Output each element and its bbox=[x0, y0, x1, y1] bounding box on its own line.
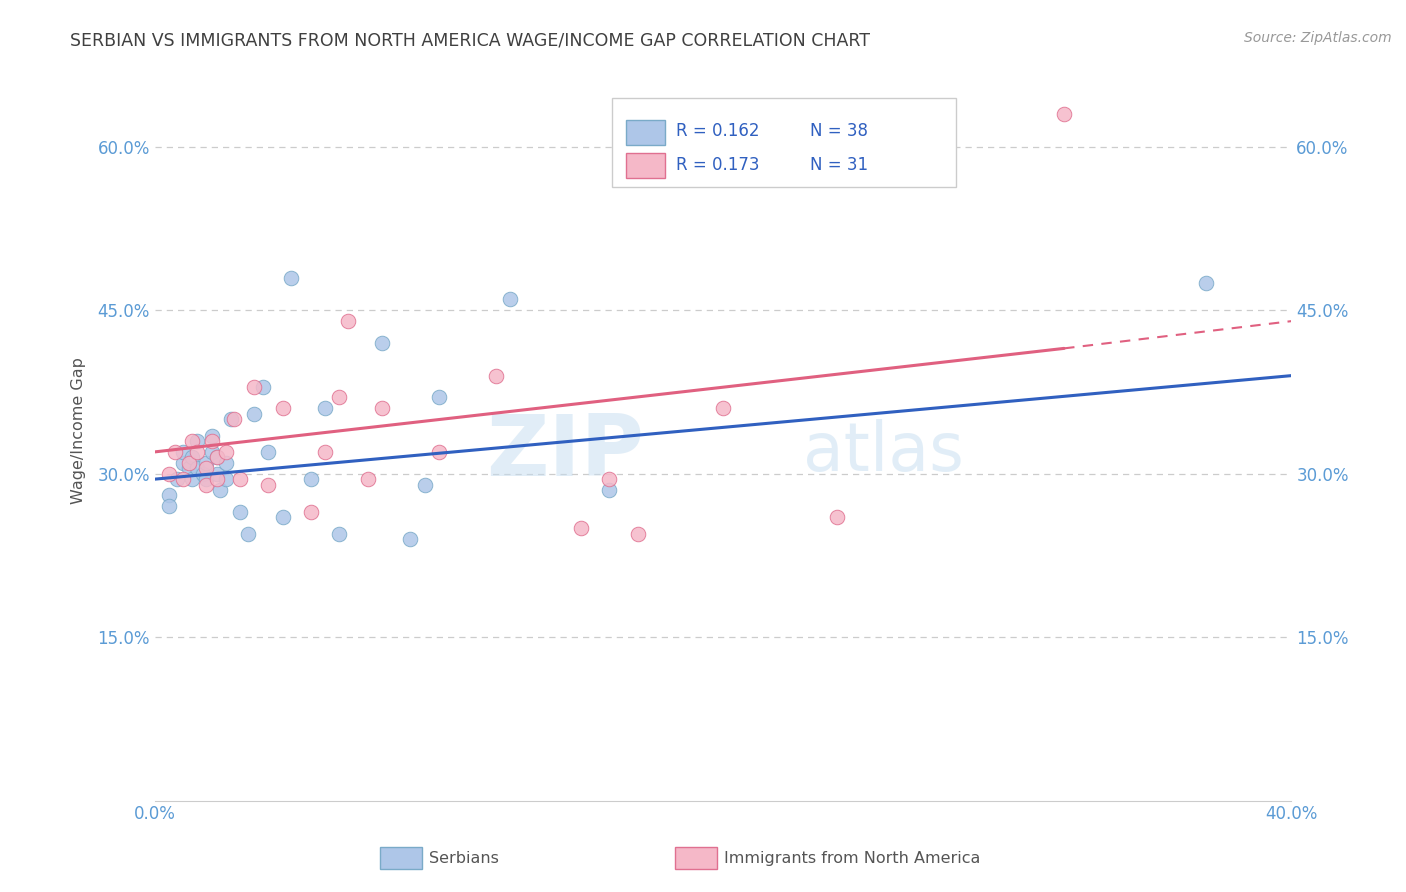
Point bbox=[180, 450, 202, 465]
Point bbox=[238, 526, 260, 541]
Point bbox=[186, 461, 208, 475]
Point bbox=[180, 434, 202, 448]
Point bbox=[194, 477, 217, 491]
Point bbox=[427, 391, 450, 405]
Point bbox=[257, 445, 280, 459]
Point bbox=[243, 379, 266, 393]
Point bbox=[598, 472, 620, 486]
Point bbox=[252, 379, 274, 393]
Point bbox=[569, 521, 592, 535]
Point bbox=[243, 407, 266, 421]
Point bbox=[200, 434, 222, 448]
Text: SERBIAN VS IMMIGRANTS FROM NORTH AMERICA WAGE/INCOME GAP CORRELATION CHART: SERBIAN VS IMMIGRANTS FROM NORTH AMERICA… bbox=[70, 31, 870, 49]
Point bbox=[224, 412, 246, 426]
Point bbox=[314, 401, 336, 416]
Point bbox=[172, 456, 194, 470]
Point bbox=[166, 472, 188, 486]
Point bbox=[194, 456, 217, 470]
Point bbox=[1195, 276, 1218, 290]
Point bbox=[413, 477, 436, 491]
Point bbox=[257, 477, 280, 491]
Text: ZIP: ZIP bbox=[485, 411, 644, 494]
Point bbox=[157, 467, 180, 481]
Point bbox=[371, 401, 394, 416]
Text: N = 31: N = 31 bbox=[810, 156, 868, 174]
Point bbox=[371, 335, 394, 350]
Point bbox=[200, 428, 222, 442]
Point bbox=[186, 434, 208, 448]
Point bbox=[157, 500, 180, 514]
Point bbox=[627, 526, 650, 541]
Point bbox=[215, 456, 238, 470]
Y-axis label: Wage/Income Gap: Wage/Income Gap bbox=[72, 357, 86, 504]
Point bbox=[399, 532, 422, 546]
Text: R = 0.162: R = 0.162 bbox=[676, 122, 759, 140]
Point bbox=[157, 488, 180, 502]
Point bbox=[485, 368, 508, 383]
Point bbox=[215, 472, 238, 486]
Point bbox=[194, 472, 217, 486]
Point bbox=[427, 445, 450, 459]
Point bbox=[825, 510, 848, 524]
Point bbox=[1053, 107, 1076, 121]
Point bbox=[177, 456, 200, 470]
Text: Immigrants from North America: Immigrants from North America bbox=[724, 851, 980, 865]
Point bbox=[172, 445, 194, 459]
Text: Source: ZipAtlas.com: Source: ZipAtlas.com bbox=[1244, 31, 1392, 45]
Point bbox=[163, 445, 186, 459]
Point bbox=[215, 445, 238, 459]
Point bbox=[280, 270, 302, 285]
Point bbox=[328, 391, 350, 405]
Text: R = 0.173: R = 0.173 bbox=[676, 156, 759, 174]
Point bbox=[499, 293, 522, 307]
Point bbox=[299, 472, 322, 486]
Point bbox=[200, 445, 222, 459]
Point bbox=[271, 401, 294, 416]
Point bbox=[229, 505, 252, 519]
Point bbox=[177, 461, 200, 475]
Point bbox=[191, 467, 214, 481]
Point bbox=[598, 483, 620, 497]
Point bbox=[328, 526, 350, 541]
Text: N = 38: N = 38 bbox=[810, 122, 868, 140]
Point bbox=[186, 445, 208, 459]
Point bbox=[194, 461, 217, 475]
Point bbox=[207, 472, 229, 486]
Point bbox=[229, 472, 252, 486]
Point bbox=[357, 472, 380, 486]
Point bbox=[180, 472, 202, 486]
Text: Serbians: Serbians bbox=[429, 851, 499, 865]
Point bbox=[314, 445, 336, 459]
Point bbox=[711, 401, 734, 416]
Point bbox=[209, 483, 232, 497]
Point bbox=[221, 412, 243, 426]
Point bbox=[207, 450, 229, 465]
Point bbox=[299, 505, 322, 519]
Point bbox=[271, 510, 294, 524]
Point bbox=[172, 472, 194, 486]
Point bbox=[207, 450, 229, 465]
Text: atlas: atlas bbox=[803, 419, 963, 485]
Point bbox=[207, 467, 229, 481]
Point bbox=[336, 314, 359, 328]
